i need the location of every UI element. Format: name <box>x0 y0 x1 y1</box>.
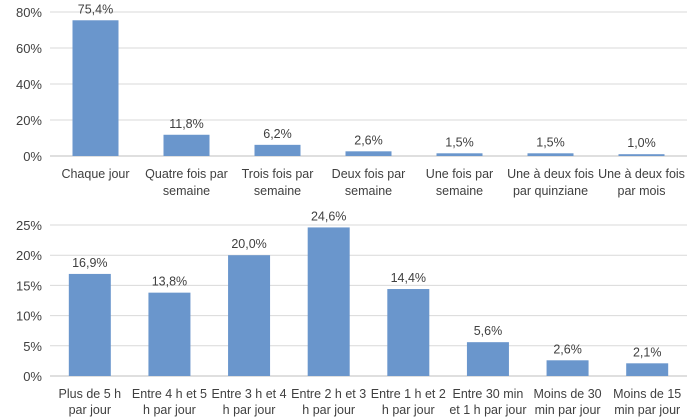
bar <box>307 227 350 376</box>
x-tick-label: Trois fois par <box>242 167 314 181</box>
data-label: 2,6% <box>553 342 582 356</box>
data-label: 2,1% <box>633 345 662 359</box>
duration-bar-chart: 0% 5% 10% 15% 20% 25% 16,9% Plus de 5 h par jour… <box>16 209 687 417</box>
y-tick-label: 15% <box>16 278 42 293</box>
data-label: 11,8% <box>169 117 204 131</box>
data-label: 5,6% <box>474 324 503 338</box>
bar <box>466 342 509 376</box>
bar <box>626 363 669 376</box>
y-tick-label: 0% <box>23 149 42 164</box>
data-label: 16,9% <box>72 256 107 270</box>
x-tick-label: par jour <box>69 403 111 417</box>
data-label: 6,2% <box>263 127 292 141</box>
y-tick-label: 0% <box>23 369 42 384</box>
data-label: 14,4% <box>391 271 426 285</box>
data-label: 75,4% <box>78 2 113 16</box>
bar <box>163 134 210 156</box>
x-tick-label: Une à deux fois <box>598 167 685 181</box>
x-tick-label: Chaque jour <box>61 167 129 181</box>
x-tick-label: h par jour <box>382 403 435 417</box>
x-tick-label: min par jour <box>614 403 680 417</box>
x-tick-label: Entre 1 h et 2 <box>371 387 446 401</box>
bar <box>546 360 589 376</box>
x-tick-label: semaine <box>436 184 483 198</box>
bar <box>72 20 119 157</box>
x-tick-label: Quatre fois par <box>145 167 228 181</box>
bar <box>345 151 392 156</box>
x-tick-label: et 1 h par jour <box>449 403 526 417</box>
bar <box>527 153 574 156</box>
y-tick-label: 20% <box>16 113 42 128</box>
x-tick-label: Entre 2 h et 3 <box>291 387 366 401</box>
x-tick-label: semaine <box>345 184 392 198</box>
x-tick-label: min par jour <box>535 403 601 417</box>
x-tick-label: h par jour <box>302 403 355 417</box>
bar <box>254 144 301 156</box>
data-label: 1,5% <box>536 135 565 149</box>
y-tick-label: 40% <box>16 77 42 92</box>
x-tick-label: Plus de 5 h <box>59 387 122 401</box>
x-tick-label: Entre 30 min <box>453 387 524 401</box>
bar <box>148 292 191 376</box>
bar <box>436 153 483 156</box>
y-tick-label: 5% <box>23 339 42 354</box>
x-tick-label: h par jour <box>143 403 196 417</box>
x-tick-label: semaine <box>163 184 210 198</box>
y-tick-label: 20% <box>16 248 42 263</box>
data-label: 1,5% <box>445 135 474 149</box>
data-label: 24,6% <box>311 209 346 223</box>
bar <box>618 154 665 156</box>
x-tick-label: h par jour <box>223 403 276 417</box>
x-tick-label: Une à deux fois <box>507 167 594 181</box>
y-tick-label: 80% <box>16 5 42 20</box>
y-tick-label: 10% <box>16 309 42 324</box>
x-tick-label: semaine <box>254 184 301 198</box>
x-tick-label: Moins de 30 <box>534 387 602 401</box>
bar <box>228 255 271 376</box>
data-label: 2,6% <box>354 133 383 147</box>
x-tick-label: Entre 4 h et 5 <box>132 387 207 401</box>
data-label: 13,8% <box>152 275 187 289</box>
data-label: 1,0% <box>627 136 656 150</box>
x-tick-label: par mois <box>618 184 666 198</box>
x-tick-label: Entre 3 h et 4 <box>212 387 287 401</box>
x-tick-label: Une fois par <box>426 167 493 181</box>
bar <box>68 273 111 376</box>
x-tick-label: Deux fois par <box>332 167 406 181</box>
y-tick-label: 60% <box>16 41 42 56</box>
data-label: 20,0% <box>231 237 266 251</box>
x-tick-label: Moins de 15 <box>613 387 681 401</box>
x-tick-label: par quinziane <box>513 184 588 198</box>
frequency-bar-chart: 0% 20% 40% 60% 80% 75,4% Chaque jour 11,8% Quatr… <box>16 2 687 198</box>
y-tick-label: 25% <box>16 218 42 233</box>
bar <box>387 289 430 376</box>
